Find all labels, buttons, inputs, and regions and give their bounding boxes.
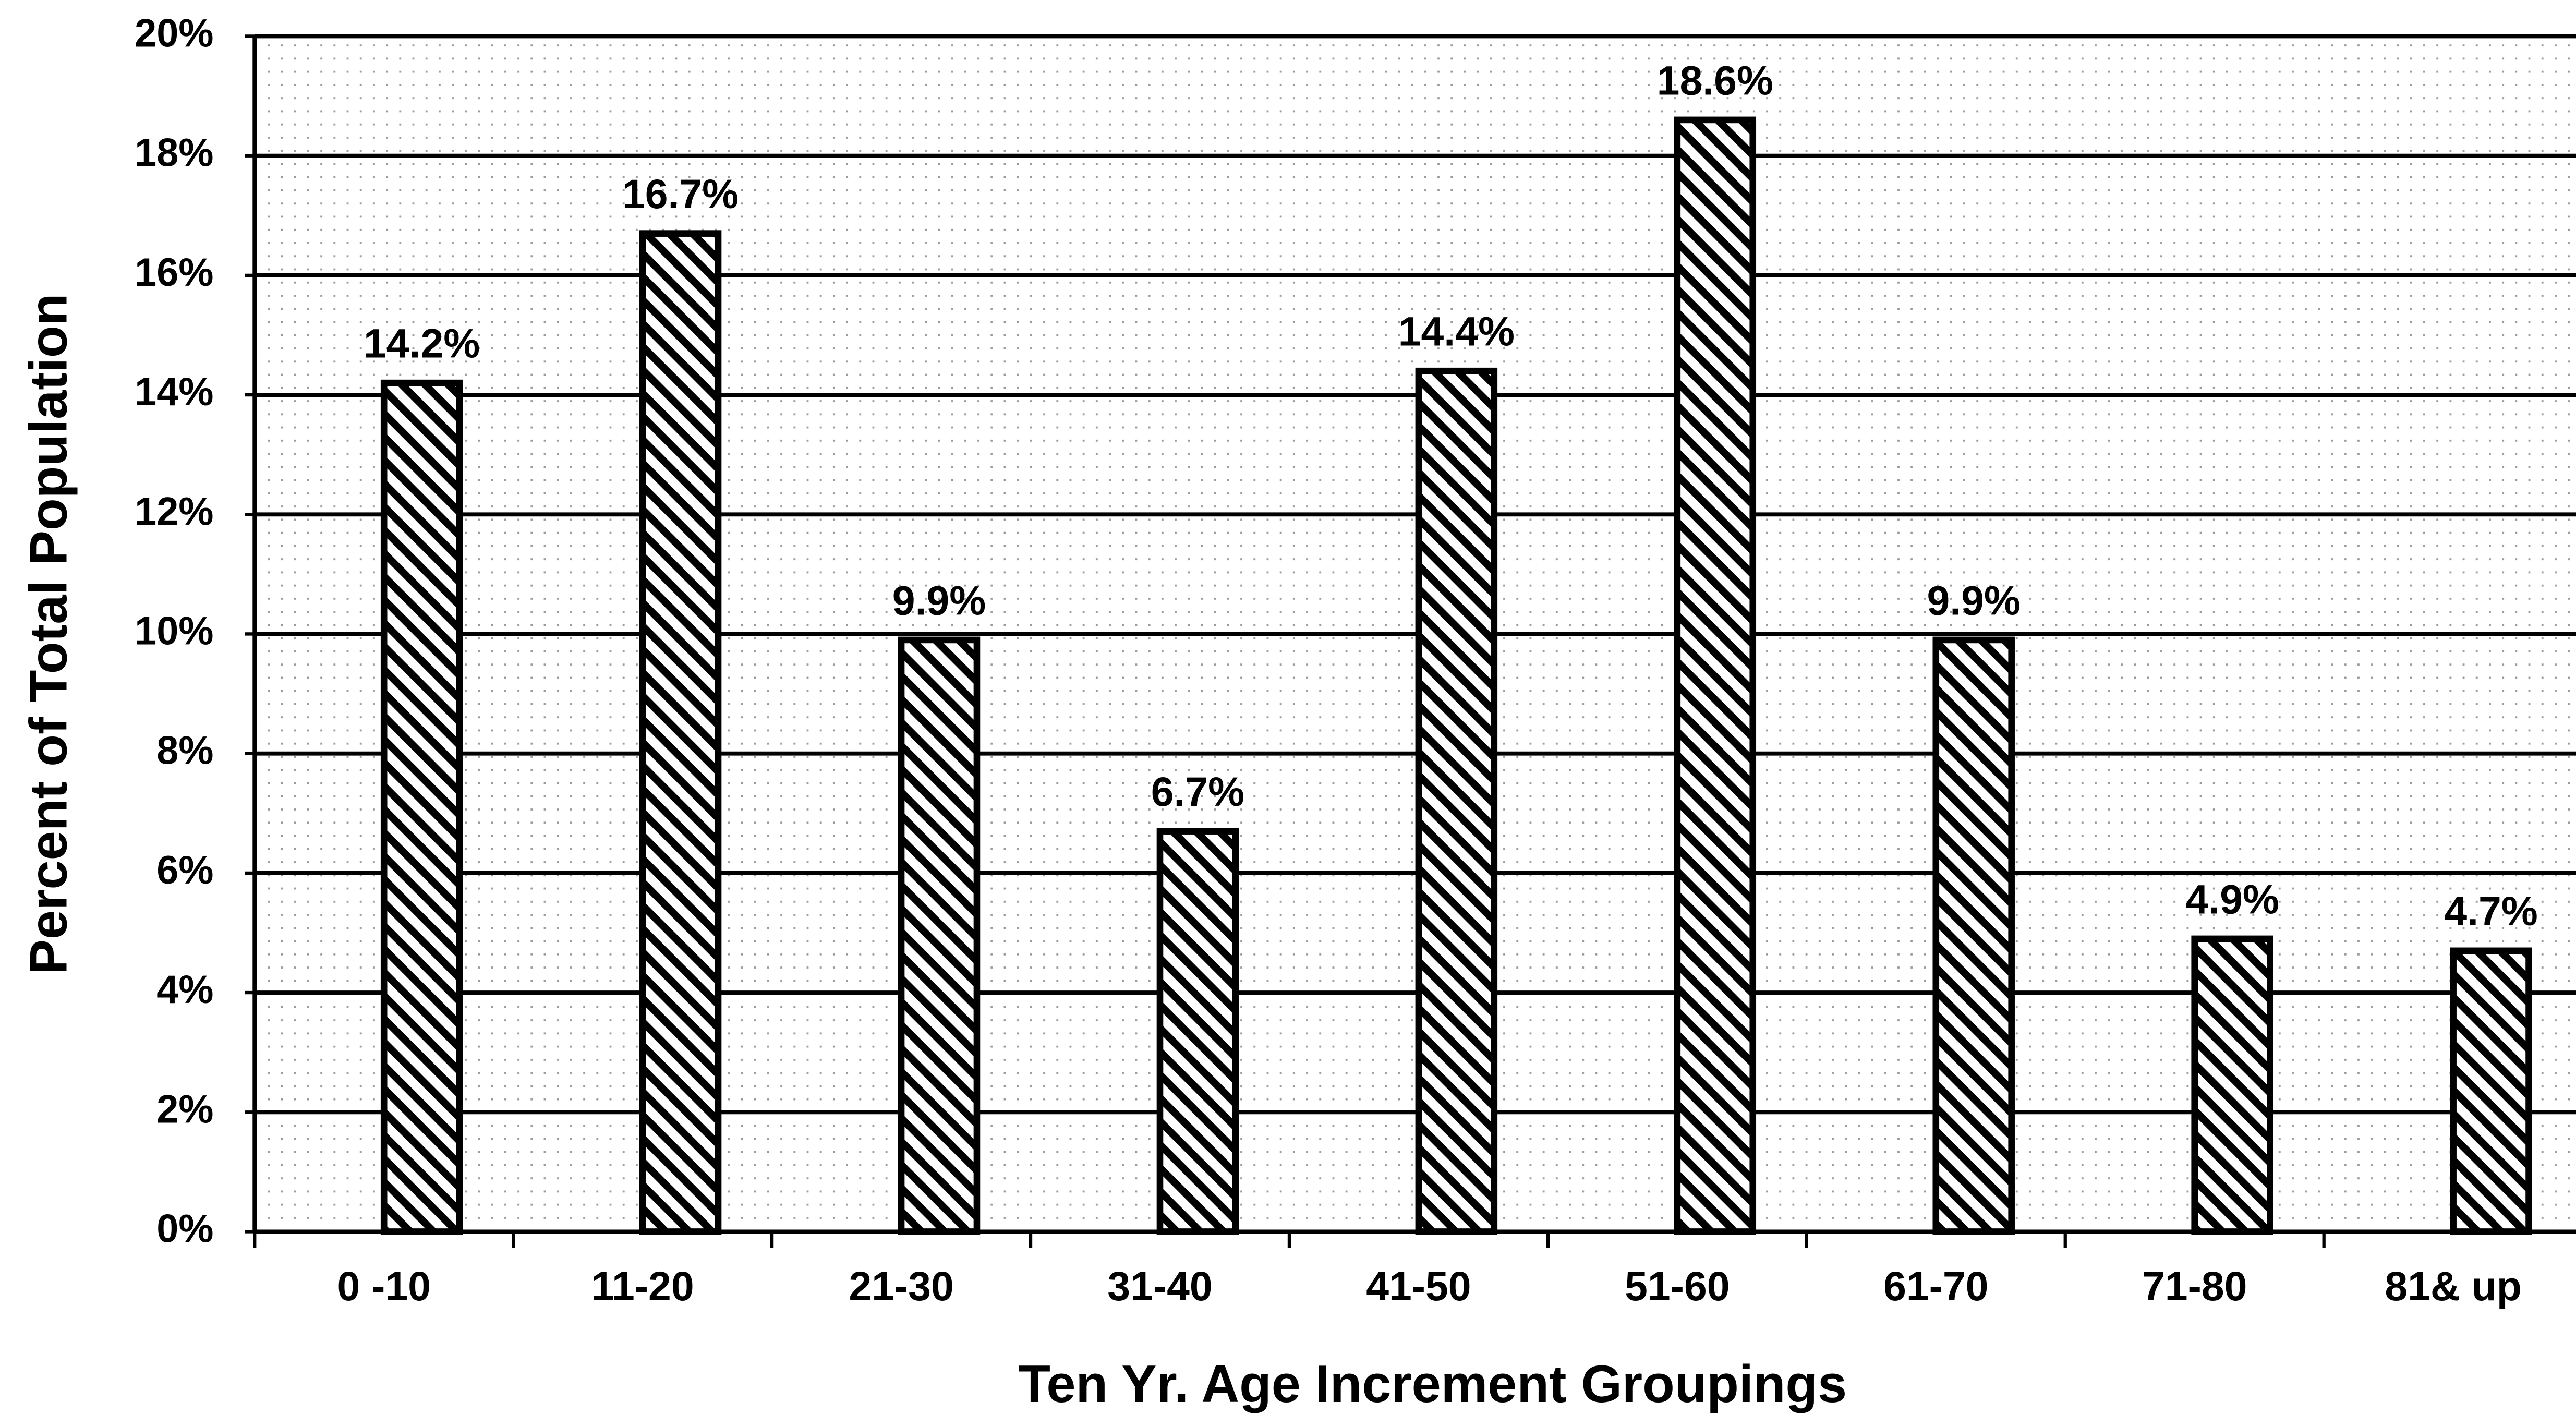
data-label: 4.9% [2185, 876, 2279, 922]
data-label: 14.2% [364, 320, 480, 366]
y-tick-label: 0% [156, 1206, 213, 1251]
bar [1674, 116, 1757, 1235]
data-label: 16.7% [622, 171, 739, 217]
x-tick-label: 61-70 [1883, 1263, 1988, 1309]
bar [898, 636, 981, 1235]
y-tick-label: 20% [135, 11, 213, 55]
y-tick-label: 14% [135, 370, 213, 414]
y-tick-label: 16% [135, 250, 213, 295]
bar [1415, 367, 1498, 1235]
y-tick-label: 4% [156, 968, 213, 1012]
data-label: 9.9% [892, 577, 986, 623]
data-label: 9.9% [1927, 577, 2020, 623]
y-tick-label: 10% [135, 609, 213, 653]
y-tick-label: 18% [135, 131, 213, 175]
x-tick-label: 71-80 [2142, 1263, 2247, 1309]
x-tick-label: 0 -10 [337, 1263, 430, 1309]
bar [639, 230, 722, 1235]
data-label: 6.7% [1151, 769, 1244, 815]
y-tick-label: 6% [156, 848, 213, 892]
data-label: 14.4% [1398, 309, 1515, 355]
bar [380, 379, 463, 1235]
y-tick-label: 12% [135, 489, 213, 534]
y-tick-label: 8% [156, 729, 213, 773]
x-tick-label: 21-30 [849, 1263, 953, 1309]
y-axis-label: Percent of Total Population [20, 294, 78, 975]
x-tick-label: 31-40 [1107, 1263, 1212, 1309]
x-tick-label: 81& up [2385, 1263, 2522, 1309]
bar [2450, 947, 2532, 1235]
x-axis-label: Ten Yr. Age Increment Groupings [1018, 1355, 1847, 1413]
y-tick-label: 2% [156, 1087, 213, 1131]
data-label: 18.6% [1657, 57, 1773, 103]
x-tick-label: 51-60 [1625, 1263, 1730, 1309]
bar [1932, 636, 2015, 1235]
bar [2191, 935, 2273, 1235]
x-tick-label: 11-20 [591, 1263, 694, 1309]
bar [1156, 828, 1239, 1235]
x-tick-label: 41-50 [1366, 1263, 1471, 1309]
data-label: 4.7% [2444, 888, 2537, 934]
